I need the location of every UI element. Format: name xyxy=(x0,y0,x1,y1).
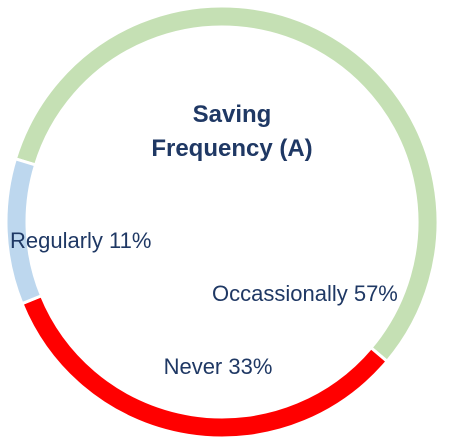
donut-segment xyxy=(4,156,44,306)
data-label: Never 33% xyxy=(164,354,273,379)
data-label: Occassionally 57% xyxy=(212,281,398,306)
chart-title: Saving Frequency (A) xyxy=(151,101,313,162)
donut-segment xyxy=(13,4,440,364)
data-label: Regularly 11% xyxy=(10,228,151,253)
